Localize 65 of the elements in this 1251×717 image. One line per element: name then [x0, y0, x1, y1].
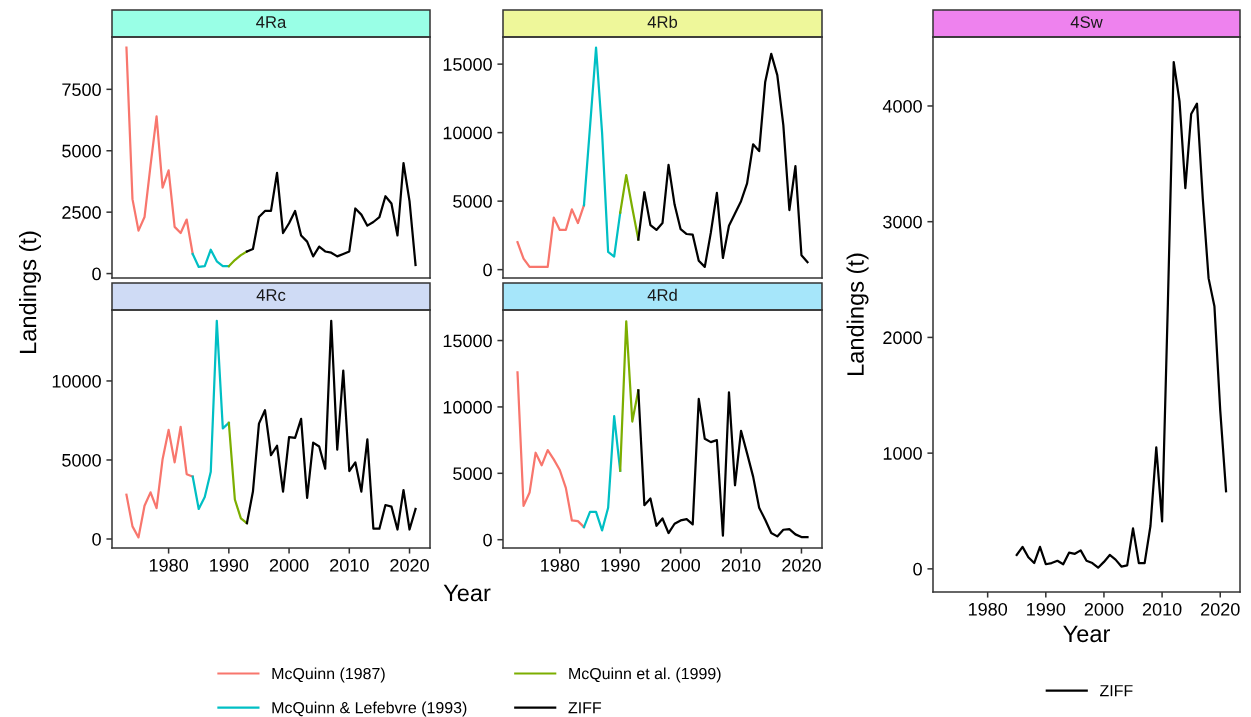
y-tick-label: 10000: [443, 126, 492, 140]
y-tick-label: 2500: [62, 206, 101, 219]
x-tick-label: 2000: [269, 558, 309, 572]
line-series: [516, 371, 586, 529]
y-axis-title: Landings (t): [19, 231, 42, 353]
legend-label: McQuinn & Lefebvre (1993): [272, 701, 467, 717]
x-axis-title: Year: [443, 584, 491, 602]
line-series: [619, 320, 640, 472]
line-series: [1015, 60, 1228, 569]
line-series: [125, 425, 194, 539]
legend-label: ZIFF: [1100, 685, 1133, 697]
x-tick-label: 2000: [1084, 602, 1124, 616]
y-tick-label: 0: [483, 533, 492, 547]
y-tick-label: 5000: [62, 144, 101, 158]
x-tick-label: 2000: [661, 558, 700, 572]
y-tick-label: 5000: [453, 195, 492, 208]
chart-title: 4Ra: [256, 16, 287, 28]
y-tick-label: 5000: [62, 453, 101, 467]
legend-label: ZIFF: [568, 702, 602, 714]
x-tick-label: 2010: [721, 558, 761, 572]
y-tick-label: 15000: [443, 58, 492, 71]
chart-title: 4Sw: [1070, 16, 1103, 28]
y-tick-label: 0: [483, 263, 492, 277]
line-series: [125, 46, 194, 256]
y-tick-label: 0: [913, 562, 922, 576]
x-axis-title: Year: [1063, 625, 1110, 643]
line-series: [245, 161, 417, 267]
line-series: [637, 52, 809, 269]
x-tick-label: 1980: [968, 602, 1008, 616]
y-tick-label: 10000: [443, 400, 492, 414]
chart-title: 4Rc: [256, 289, 286, 301]
y-tick-label: 3000: [883, 215, 922, 229]
x-tick-label: 1980: [149, 558, 188, 572]
y-tick-label: 7500: [62, 83, 101, 97]
line-series: [582, 415, 622, 532]
legend-label: McQuinn (1987): [272, 667, 385, 683]
y-tick-label: 0: [92, 532, 101, 546]
line-series: [227, 421, 249, 525]
y-tick-label: 5000: [453, 467, 492, 481]
legend-label: McQuinn et al. (1999): [569, 667, 721, 683]
chart-title: 4Rb: [647, 15, 678, 28]
y-tick-label: 0: [92, 267, 101, 281]
line-series: [227, 250, 249, 268]
y-tick-label: 4000: [882, 99, 922, 113]
y-tick-label: 15000: [443, 334, 492, 348]
x-tick-label: 2020: [390, 558, 429, 572]
x-tick-label: 1990: [601, 558, 640, 572]
x-tick-label: 2010: [330, 558, 369, 572]
line-series: [191, 248, 230, 269]
y-tick-label: 1000: [883, 447, 922, 460]
line-series: [516, 204, 586, 269]
x-tick-label: 1990: [210, 558, 249, 572]
line-series: [582, 46, 622, 258]
x-tick-label: 2020: [1201, 602, 1240, 616]
chart-title: 4Rd: [647, 288, 677, 301]
line-series: [637, 389, 809, 539]
x-tick-label: 2020: [782, 558, 821, 572]
y-axis-title: Landings (t): [846, 253, 869, 375]
y-tick-label: 10000: [52, 374, 101, 388]
x-tick-label: 1990: [1027, 602, 1066, 616]
x-tick-label: 1980: [541, 558, 580, 572]
line-series: [191, 319, 230, 511]
line-series: [245, 319, 417, 531]
x-tick-label: 2010: [1142, 602, 1182, 616]
y-tick-label: 2000: [883, 331, 922, 345]
